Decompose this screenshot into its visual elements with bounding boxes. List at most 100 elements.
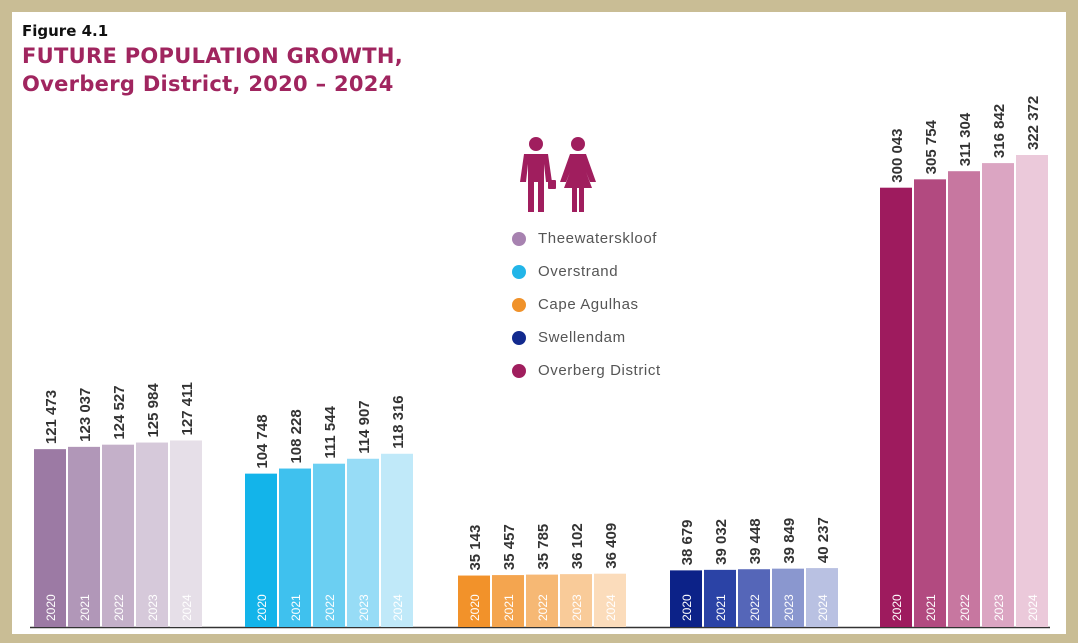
bar <box>279 468 311 627</box>
category-label: 2021 <box>78 594 92 621</box>
category-label: 2024 <box>1026 594 1040 621</box>
bar <box>526 574 558 627</box>
data-label: 39 849 <box>781 518 798 564</box>
data-label: 108 228 <box>288 409 305 463</box>
category-label: 2023 <box>992 594 1006 621</box>
category-label: 2020 <box>468 594 482 621</box>
bar <box>560 574 592 627</box>
legend-swatch <box>512 297 526 312</box>
bar <box>313 463 345 627</box>
bar <box>806 568 838 627</box>
bar <box>594 573 626 627</box>
bar <box>102 444 134 627</box>
category-label: 2021 <box>714 594 728 621</box>
category-label: 2020 <box>44 594 58 621</box>
legend-swatch <box>512 363 526 378</box>
bar <box>347 458 379 627</box>
legend-item-cape-agulhas: Cape Agulhas <box>512 288 661 321</box>
series-overstrand: 104 748 2020 108 228 2021 111 544 2022 114 907… <box>245 395 413 627</box>
legend-swatch <box>512 231 526 246</box>
legend-item-overberg-district: Overberg District <box>512 354 661 387</box>
category-label: 2023 <box>782 594 796 621</box>
category-label: 2020 <box>255 594 269 621</box>
series-cape-agulhas: 35 143 2020 35 457 2021 35 785 2022 36 102 2023… <box>458 523 626 627</box>
data-label: 125 984 <box>145 383 162 438</box>
bar <box>381 453 413 627</box>
bar <box>880 187 912 627</box>
data-label: 35 143 <box>467 525 484 571</box>
data-label: 316 842 <box>991 104 1008 158</box>
data-label: 38 679 <box>679 519 696 565</box>
series-theewaterskloof: 121 473 2020 123 037 2021 124 527 2022 125 984… <box>34 382 202 627</box>
legend-label: Theewaterskloof <box>538 230 658 247</box>
legend-swatch <box>512 330 526 345</box>
category-label: 2023 <box>570 594 584 621</box>
data-label: 121 473 <box>43 390 60 444</box>
category-label: 2024 <box>816 594 830 621</box>
data-label: 305 754 <box>923 119 940 174</box>
category-label: 2022 <box>112 594 126 621</box>
bar <box>670 570 702 627</box>
series-swellendam: 38 679 2020 39 032 2021 39 448 2022 39 849 2023… <box>670 517 838 627</box>
category-label: 2023 <box>146 594 160 621</box>
bar <box>948 171 980 627</box>
data-label: 127 411 <box>179 382 196 435</box>
chart-title: FUTURE POPULATION GROWTH, <box>22 44 403 68</box>
data-label: 322 372 <box>1025 96 1042 150</box>
data-label: 36 102 <box>569 523 586 569</box>
legend: Theewaterskloof Overstrand Cape Agulhas … <box>512 222 661 387</box>
data-label: 124 527 <box>111 385 128 439</box>
data-label: 311 304 <box>957 112 974 166</box>
data-label: 118 316 <box>390 395 407 448</box>
category-label: 2023 <box>357 594 371 621</box>
man-and-woman-icon <box>520 137 596 212</box>
data-label: 36 409 <box>603 523 620 569</box>
data-label: 123 037 <box>77 388 94 442</box>
data-label: 40 237 <box>815 517 832 563</box>
data-label: 114 907 <box>356 400 373 453</box>
legend-label: Swellendam <box>538 329 626 346</box>
chart-subtitle: Overberg District, 2020 – 2024 <box>22 72 394 96</box>
data-label: 35 457 <box>501 524 518 570</box>
legend-swatch <box>512 264 526 279</box>
data-label: 300 043 <box>889 128 906 182</box>
bar <box>458 575 490 627</box>
bar <box>34 449 66 627</box>
data-label: 111 544 <box>322 405 339 458</box>
bar <box>914 179 946 628</box>
data-label: 104 748 <box>254 414 271 468</box>
bar <box>136 442 168 627</box>
bar <box>982 163 1014 627</box>
bar <box>772 568 804 627</box>
legend-label: Cape Agulhas <box>538 296 639 313</box>
category-label: 2024 <box>180 594 194 621</box>
bar <box>738 569 770 627</box>
data-label: 35 785 <box>535 524 552 570</box>
legend-item-overstrand: Overstrand <box>512 255 661 288</box>
category-label: 2021 <box>924 594 938 621</box>
series-overberg-district: 300 043 2020 305 754 2021 311 304 2022 316 842… <box>880 96 1048 628</box>
category-label: 2021 <box>289 594 303 621</box>
legend-item-theewaterskloof: Theewaterskloof <box>512 222 661 255</box>
category-label: 2021 <box>502 594 516 621</box>
data-label: 39 448 <box>747 518 764 564</box>
category-label: 2022 <box>323 594 337 621</box>
figure-label: Figure 4.1 <box>22 22 109 40</box>
bar <box>68 446 100 627</box>
category-label: 2022 <box>536 594 550 621</box>
category-label: 2024 <box>391 594 405 621</box>
bar <box>1016 155 1048 627</box>
category-label: 2022 <box>748 594 762 621</box>
bar <box>170 440 202 627</box>
legend-item-swellendam: Swellendam <box>512 321 661 354</box>
category-label: 2020 <box>890 594 904 621</box>
bar <box>492 575 524 627</box>
category-label: 2022 <box>958 594 972 621</box>
bar <box>245 473 277 627</box>
legend-label: Overstrand <box>538 263 619 280</box>
legend-label: Overberg District <box>538 362 661 379</box>
bar <box>704 569 736 627</box>
category-label: 2020 <box>680 594 694 621</box>
data-label: 39 032 <box>713 519 730 565</box>
